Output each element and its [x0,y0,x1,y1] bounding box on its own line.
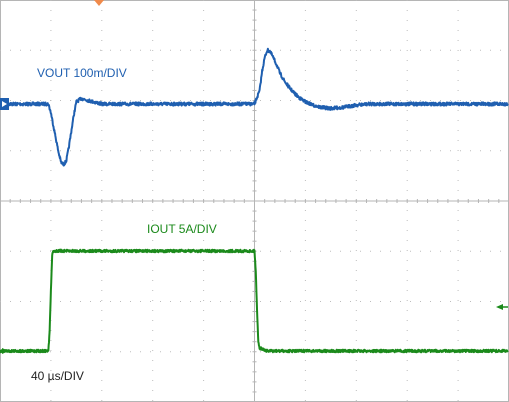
vout-scale-label: VOUT 100m/DIV [37,66,127,80]
timebase-label: 40 µs/DIV [31,369,84,383]
traces [0,47,509,354]
vout-trace [0,47,509,167]
markers [0,0,508,354]
iout-scale-label: IOUT 5A/DIV [147,222,217,236]
ch1-ground-arrow-icon [2,101,7,107]
ch2-offscreen-arrow-icon [496,304,503,310]
ch2-ground-marker-icon [2,348,9,354]
iout-trace [0,248,509,354]
trigger-marker-icon [94,0,104,6]
